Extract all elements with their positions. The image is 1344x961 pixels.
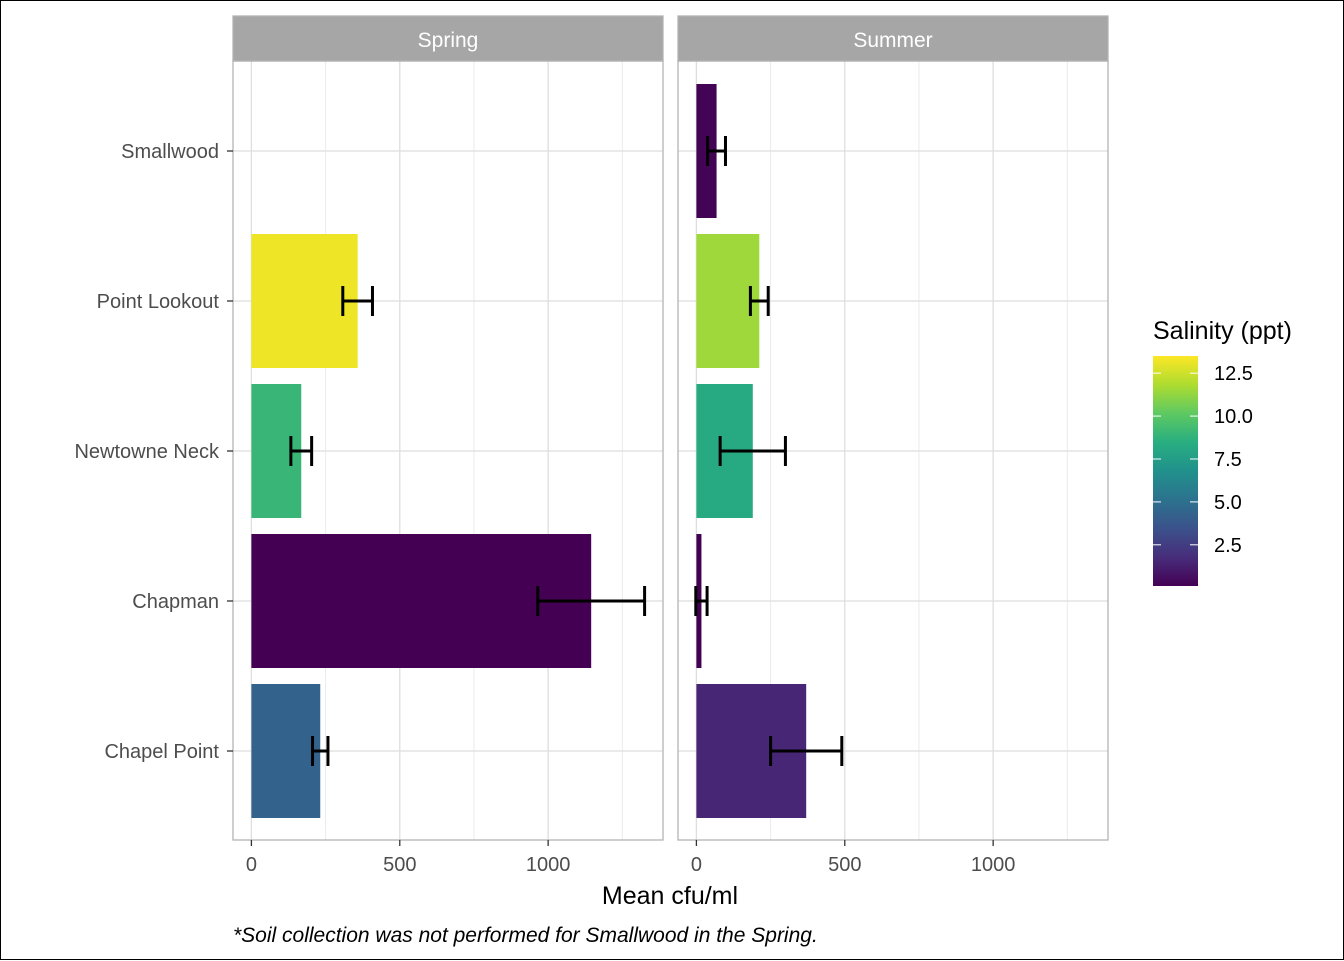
y-tick-label-point-lookout: Point Lookout [97,291,220,313]
chart-caption: *Soil collection was not performed for S… [233,924,818,947]
error-bar-summer-point-lookout [748,286,770,316]
facet-summer: Summer [677,15,1109,841]
bar-spring-point-lookout [251,234,358,368]
y-tick-label-newtowne-neck: Newtowne Neck [74,441,220,463]
error-bar-summer-chapel-point [769,736,844,766]
error-bar-spring-chapel-point [311,736,330,766]
salinity-legend: Salinity (ppt) 2.5 5.0 7.5 10.0 12.5 [1153,317,1292,586]
x-tick-label: 500 [828,854,861,876]
y-axis: Smallwood Point Lookout Newtowne Neck Chapm… [74,141,233,763]
legend-tick-label: 2.5 [1214,535,1242,557]
bar-summer-point-lookout [696,234,760,368]
y-tick-label-chapel-point: Chapel Point [104,741,219,763]
error-bar-spring-chapman [536,586,647,616]
legend-colorbar [1153,356,1198,586]
x-axis: 0 500 1000 0 500 1000 [246,840,1016,876]
x-tick-label: 1000 [526,854,571,876]
facet-spring: Spring [232,15,664,841]
facet-strip-spring [232,15,664,62]
error-bar-summer-newtowne-neck [718,436,787,466]
error-bar-summer-chapman [694,586,709,616]
x-tick-label: 1000 [971,854,1016,876]
y-tick-label-smallwood: Smallwood [121,141,219,163]
legend-title: Salinity (ppt) [1153,317,1292,345]
x-tick-label: 0 [246,854,257,876]
legend-tick-label: 5.0 [1214,492,1242,514]
legend-tick-label: 7.5 [1214,449,1242,471]
facet-strip-label-summer: Summer [853,29,932,52]
facet-strip-summer [677,15,1109,62]
facet-panels: Spring Summer [232,15,1109,841]
error-bar-spring-newtowne-neck [289,436,314,466]
x-tick-label: 0 [691,854,702,876]
error-bar-summer-smallwood [706,136,727,166]
bar-spring-chapel-point [251,684,321,818]
y-tick-label-chapman: Chapman [132,591,219,613]
legend-tick-label: 12.5 [1214,363,1253,385]
x-axis-title: Mean cfu/ml [602,882,738,910]
legend-tick-label: 10.0 [1214,406,1253,428]
facet-strip-label-spring: Spring [418,29,479,52]
error-bar-spring-point-lookout [341,286,374,316]
x-tick-label: 500 [383,854,416,876]
bar-spring-chapman [251,534,592,668]
